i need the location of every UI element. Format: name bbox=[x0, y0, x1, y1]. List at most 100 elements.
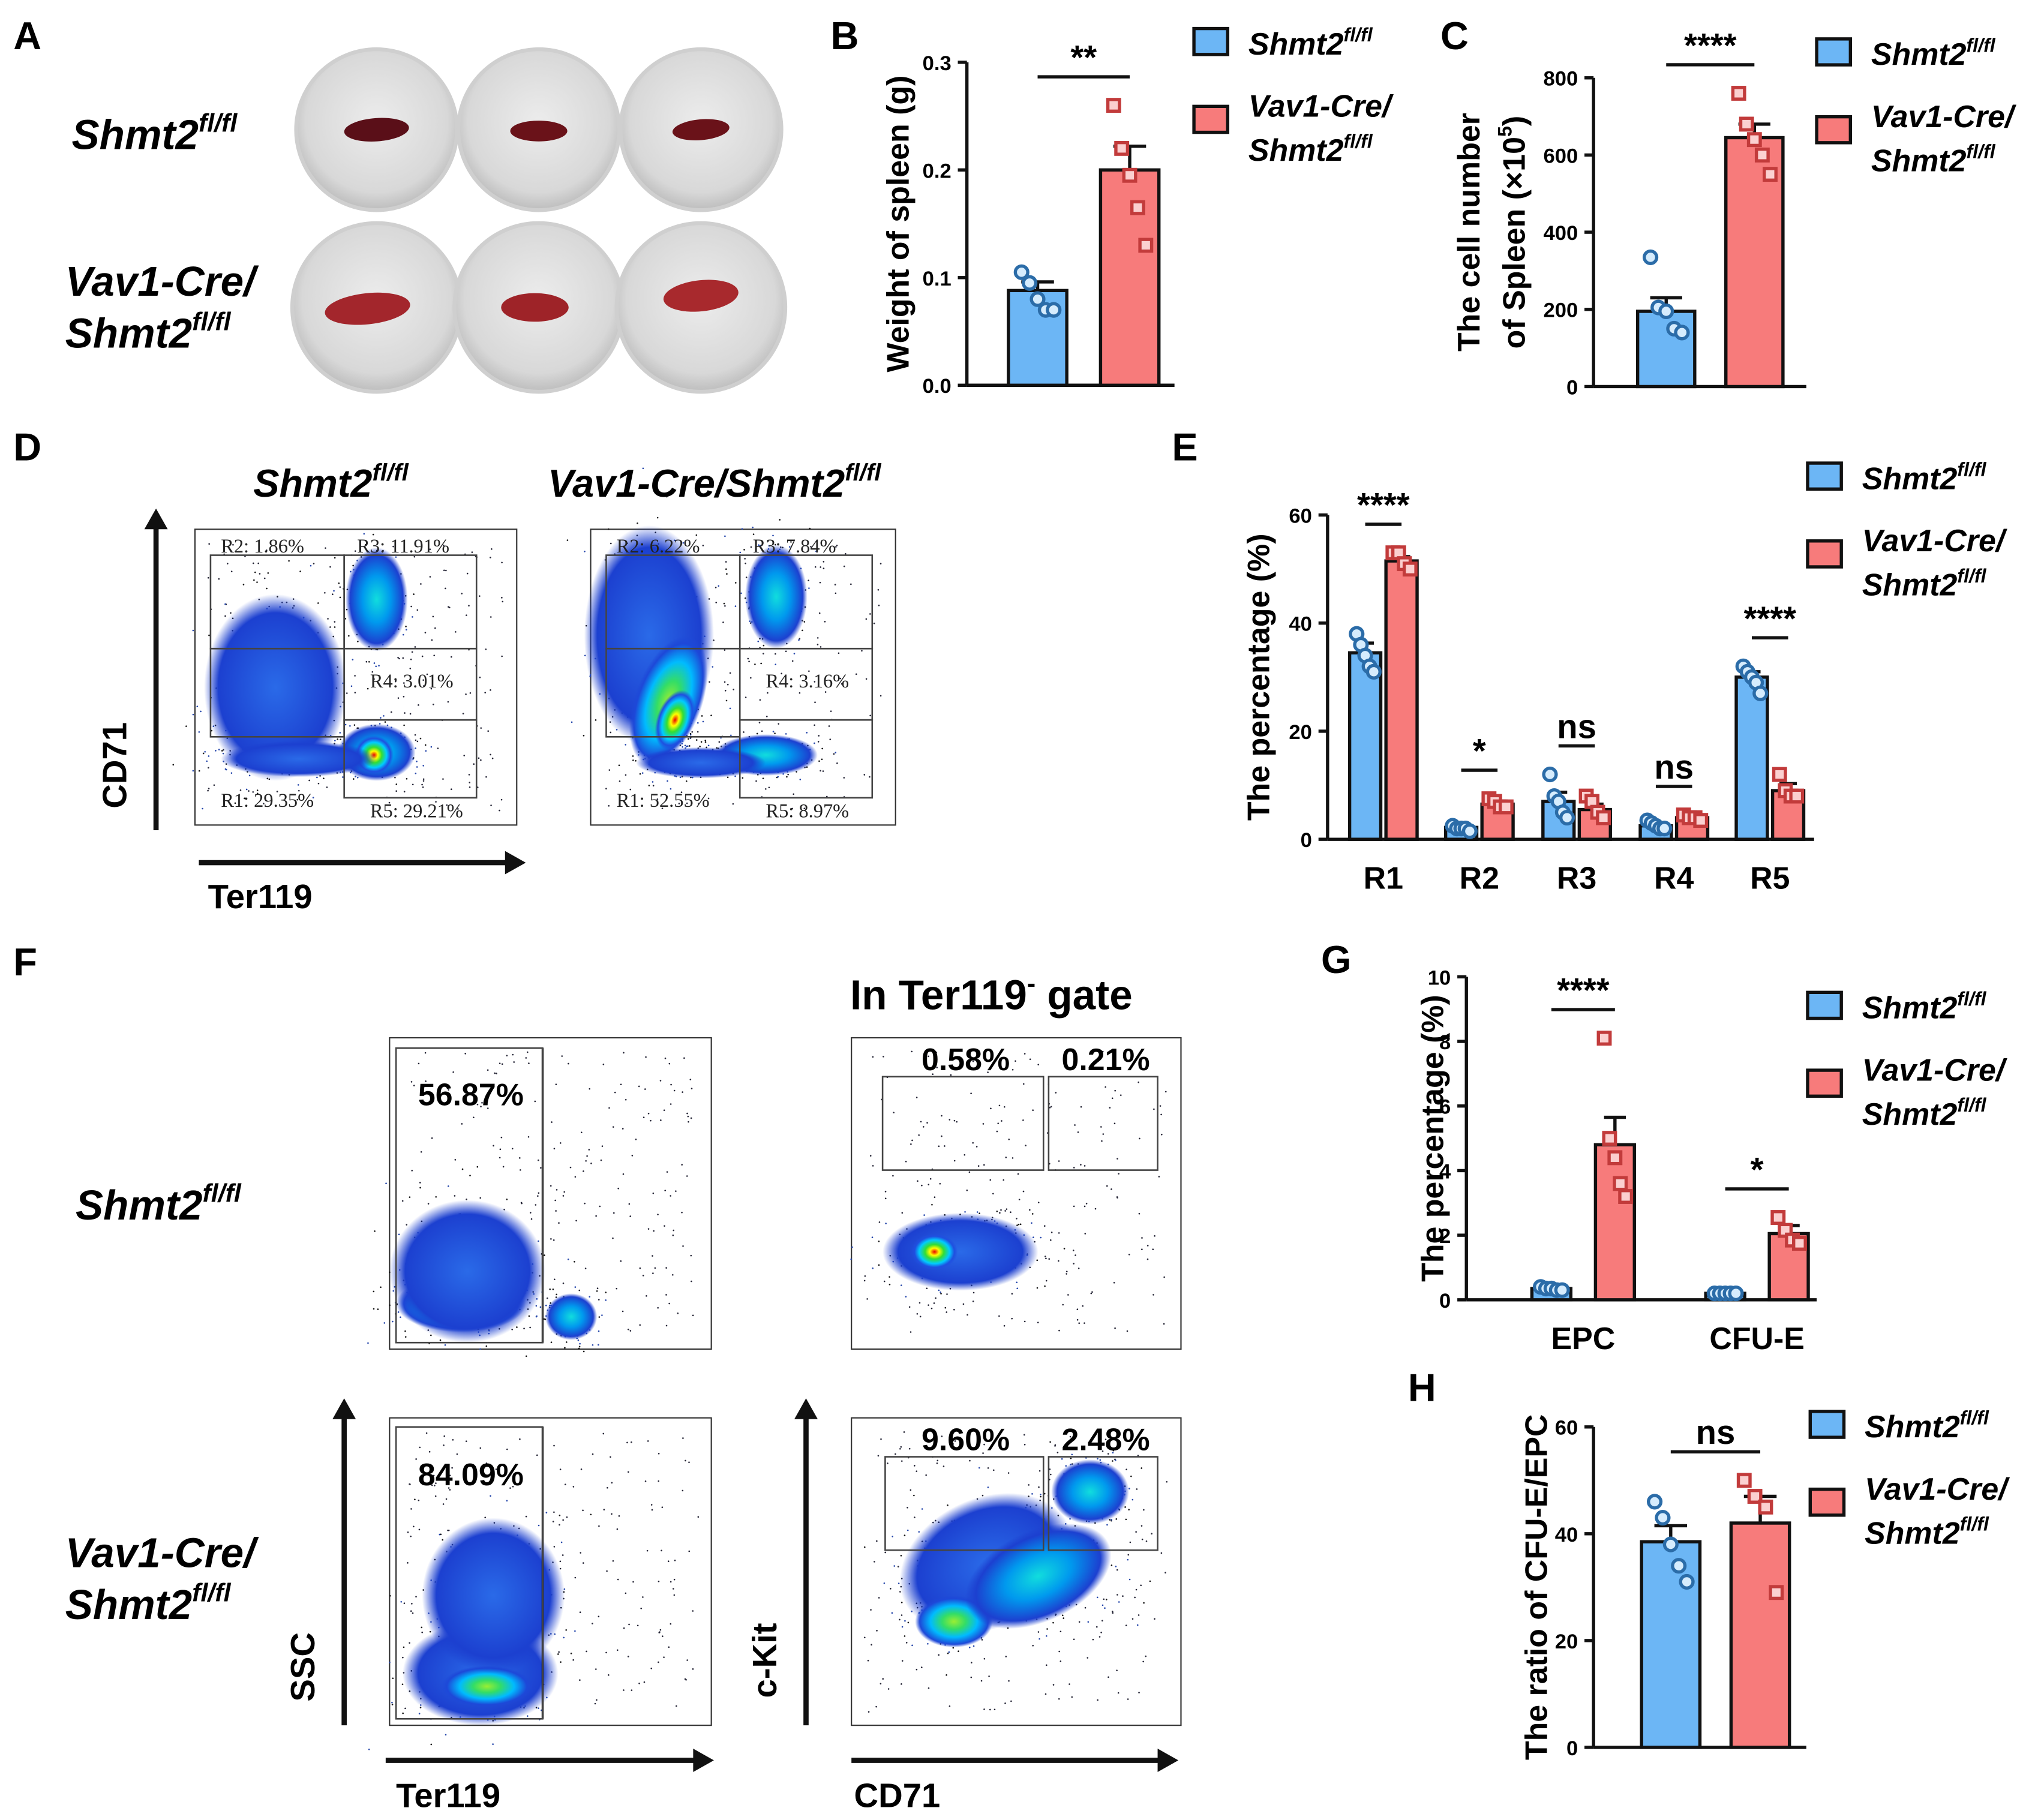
event-dot bbox=[466, 1199, 467, 1200]
event-dot bbox=[516, 1326, 518, 1328]
event-dot bbox=[723, 602, 725, 605]
legend-swatch bbox=[1192, 26, 1230, 56]
event-dot bbox=[535, 1305, 538, 1307]
event-dot bbox=[434, 627, 436, 629]
event-dot bbox=[689, 1079, 692, 1080]
event-dot bbox=[1082, 1305, 1084, 1307]
event-dot bbox=[1037, 1202, 1040, 1203]
event-dot bbox=[580, 1552, 581, 1554]
event-dot bbox=[996, 1130, 998, 1133]
event-dot bbox=[1010, 1700, 1012, 1702]
event-dot bbox=[953, 1308, 955, 1311]
event-dot bbox=[1116, 1594, 1118, 1596]
event-dot bbox=[715, 602, 718, 603]
event-dot bbox=[545, 1304, 547, 1307]
event-dot bbox=[589, 1296, 591, 1298]
event-dot bbox=[218, 749, 220, 750]
y-tick-label: 40 bbox=[1289, 613, 1311, 636]
event-dot bbox=[907, 1506, 908, 1509]
event-dot bbox=[585, 1160, 587, 1162]
event-dot bbox=[628, 1471, 629, 1473]
data-point bbox=[1613, 1176, 1628, 1191]
event-dot bbox=[334, 557, 336, 559]
event-dot bbox=[622, 1310, 624, 1313]
event-dot bbox=[560, 1661, 562, 1663]
event-dot bbox=[553, 1148, 556, 1150]
event-dot bbox=[872, 1165, 874, 1167]
significance-label: ns bbox=[1557, 707, 1596, 745]
event-dot bbox=[1117, 1692, 1119, 1694]
event-dot bbox=[632, 755, 634, 757]
event-dot bbox=[445, 1734, 447, 1736]
event-dot bbox=[614, 1091, 616, 1094]
data-point bbox=[1046, 302, 1062, 318]
event-dot bbox=[991, 1058, 994, 1060]
event-dot bbox=[559, 1524, 560, 1526]
event-dot bbox=[480, 1106, 482, 1108]
event-dot bbox=[787, 773, 789, 776]
text-span: Shmt2 bbox=[1248, 133, 1344, 167]
density bbox=[636, 747, 766, 779]
event-dot bbox=[877, 589, 880, 591]
event-dot bbox=[563, 1636, 565, 1639]
gate-label: 2.48% bbox=[1062, 1422, 1150, 1457]
event-dot bbox=[799, 692, 801, 694]
text-span: Shmt2 bbox=[253, 461, 372, 505]
event-dot bbox=[883, 1280, 886, 1283]
event-dot bbox=[469, 692, 472, 694]
spleen bbox=[501, 293, 569, 322]
event-dot bbox=[562, 1282, 565, 1284]
event-dot bbox=[1058, 1232, 1060, 1234]
event-dot bbox=[407, 1531, 409, 1533]
axis-label: Ter119 bbox=[208, 878, 313, 915]
event-dot bbox=[914, 1516, 916, 1518]
event-dot bbox=[476, 1103, 479, 1106]
event-dot bbox=[443, 544, 445, 546]
event-dot bbox=[962, 1303, 965, 1305]
event-dot bbox=[1107, 1453, 1109, 1455]
event-dot bbox=[412, 1612, 414, 1614]
event-dot bbox=[451, 1467, 453, 1469]
event-dot bbox=[949, 1119, 951, 1121]
event-dot bbox=[550, 1238, 552, 1240]
event-dot bbox=[550, 1341, 553, 1343]
event-dot bbox=[918, 1531, 920, 1533]
y-tick-label: 0.2 bbox=[923, 160, 952, 182]
text-span: Shmt2 bbox=[76, 1182, 202, 1229]
event-dot bbox=[772, 731, 775, 732]
event-dot bbox=[485, 648, 487, 650]
y-tick-label: 40 bbox=[1555, 1524, 1578, 1546]
event-dot bbox=[781, 672, 782, 675]
event-dot bbox=[851, 1246, 853, 1248]
event-dot bbox=[987, 1467, 989, 1469]
data-point bbox=[1646, 1494, 1663, 1510]
event-dot bbox=[670, 1195, 671, 1197]
text-span: fl/fl bbox=[1967, 141, 1996, 163]
event-dot bbox=[411, 1170, 413, 1172]
event-dot bbox=[564, 1483, 566, 1485]
data-point bbox=[1498, 799, 1514, 815]
event-dot bbox=[1153, 1108, 1155, 1110]
gate bbox=[1047, 1076, 1158, 1171]
x-tick-label: R5 bbox=[1750, 860, 1790, 895]
event-dot bbox=[1031, 1493, 1033, 1495]
event-dot bbox=[904, 1534, 906, 1536]
event-dot bbox=[598, 1316, 601, 1318]
event-dot bbox=[239, 789, 242, 791]
event-dot bbox=[589, 1088, 591, 1090]
event-dot bbox=[704, 740, 707, 741]
bar bbox=[1593, 1143, 1636, 1302]
event-dot bbox=[1061, 1458, 1063, 1460]
event-dot bbox=[1101, 1140, 1103, 1142]
event-dot bbox=[937, 1459, 939, 1462]
event-dot bbox=[608, 1674, 610, 1676]
gate bbox=[209, 647, 345, 738]
event-dot bbox=[519, 1157, 521, 1159]
event-dot bbox=[420, 1151, 422, 1153]
event-dot bbox=[1097, 1458, 1098, 1459]
event-dot bbox=[946, 1674, 947, 1676]
event-dot bbox=[907, 1621, 910, 1624]
arrow-head bbox=[794, 1398, 818, 1419]
event-dot bbox=[1040, 1494, 1041, 1495]
event-dot bbox=[1071, 1696, 1073, 1698]
